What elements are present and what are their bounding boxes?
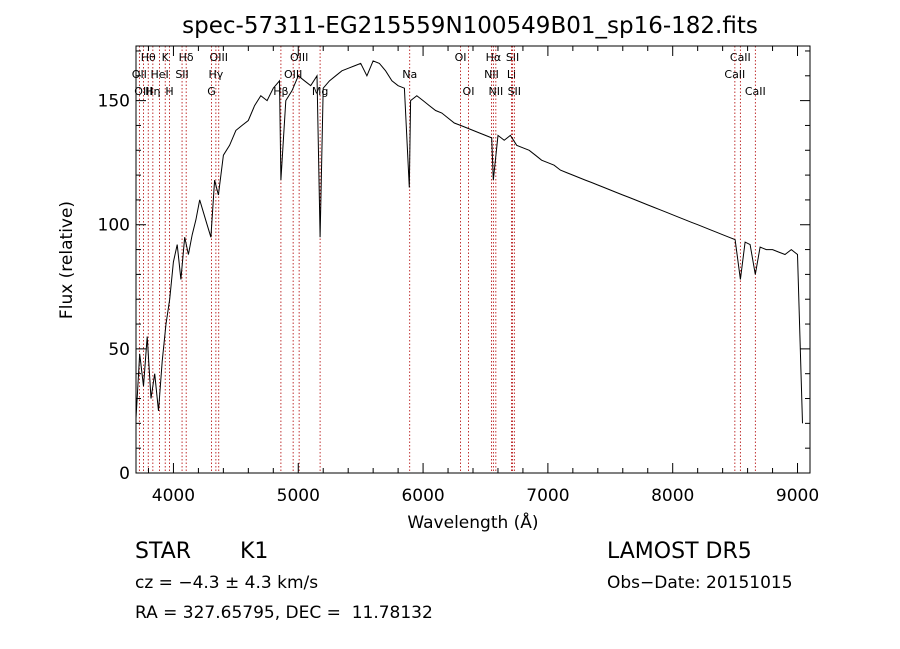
spectral-line-label: OII [132, 68, 147, 81]
spectral-line-label: CaII [745, 85, 766, 98]
spectral-line-label: OIII [284, 68, 302, 81]
spectrum-line [135, 60, 803, 424]
y-tick-label: 50 [108, 340, 130, 360]
x-tick-label: 6000 [401, 486, 444, 506]
plot-frame [135, 45, 811, 474]
spectral-line-label: CaII [730, 51, 751, 64]
x-axis-ticks: 4000 5000 6000 7000 8000 9000 [147, 46, 819, 506]
redshift-velocity: cz = −4.3 ± 4.3 km/s [135, 573, 319, 593]
spectral-line-label: OI [455, 51, 467, 64]
spectral-line-label: CaII [724, 68, 745, 81]
chart-title: spec-57311-EG215559N100549B01_sp16-182.f… [182, 13, 758, 39]
x-tick-label: 8000 [651, 486, 694, 506]
spectral-line-label: HeI [150, 68, 168, 81]
spectral-line-label: H [165, 85, 173, 98]
survey-name: LAMOST DR5 [607, 539, 752, 564]
spectral-line-label: Hδ [179, 51, 194, 64]
object-subclass: K1 [240, 539, 269, 564]
x-tick-label: 9000 [776, 486, 819, 506]
x-tick-label: 4000 [152, 486, 195, 506]
spectral-line-label: OIII [134, 85, 152, 98]
spectral-line-label: Hη [145, 85, 160, 98]
spectral-line-label: OIII [290, 51, 308, 64]
y-tick-label: 150 [98, 92, 130, 112]
spectral-line-label: SII [508, 85, 521, 98]
spectral-line-label: Hα [486, 51, 502, 64]
spectral-line-markers: Hθ OII OIII K HeI Hη H Hδ SII OIII Hγ G OIII OIII Hβ Mg… [132, 46, 766, 473]
spectral-line-label: NII [484, 68, 499, 81]
spectral-line-label: Hβ [273, 85, 288, 98]
spectral-line-label: SII [175, 68, 188, 81]
y-tick-label: 100 [98, 216, 130, 236]
spectral-line-label: NII [488, 85, 503, 98]
spectral-line-label: SII [506, 51, 519, 64]
x-axis-label: Wavelength (Å) [407, 511, 538, 533]
spectral-line-label: Mg [312, 85, 328, 98]
spectral-line-label: Li [507, 68, 516, 81]
y-axis-label: Flux (relative) [57, 201, 77, 319]
spectral-line-label: Hγ [208, 68, 223, 81]
y-axis-ticks: 0 50 100 150 [98, 50, 810, 484]
spectral-line-label: Na [402, 68, 417, 81]
spectral-line-label: OIII [210, 51, 228, 64]
observation-date: Obs−Date: 20151015 [607, 573, 793, 593]
object-class: STAR [135, 539, 192, 564]
spectral-line-label: G [207, 85, 216, 98]
spectral-line-label: OI [463, 85, 475, 98]
x-tick-label: 5000 [277, 486, 320, 506]
x-tick-label: 7000 [526, 486, 569, 506]
spectral-line-label: Hθ [141, 51, 156, 64]
y-tick-label: 0 [119, 464, 130, 484]
coordinates: RA = 327.65795, DEC = 11.78132 [135, 603, 433, 623]
spectral-line-label: K [162, 51, 170, 64]
